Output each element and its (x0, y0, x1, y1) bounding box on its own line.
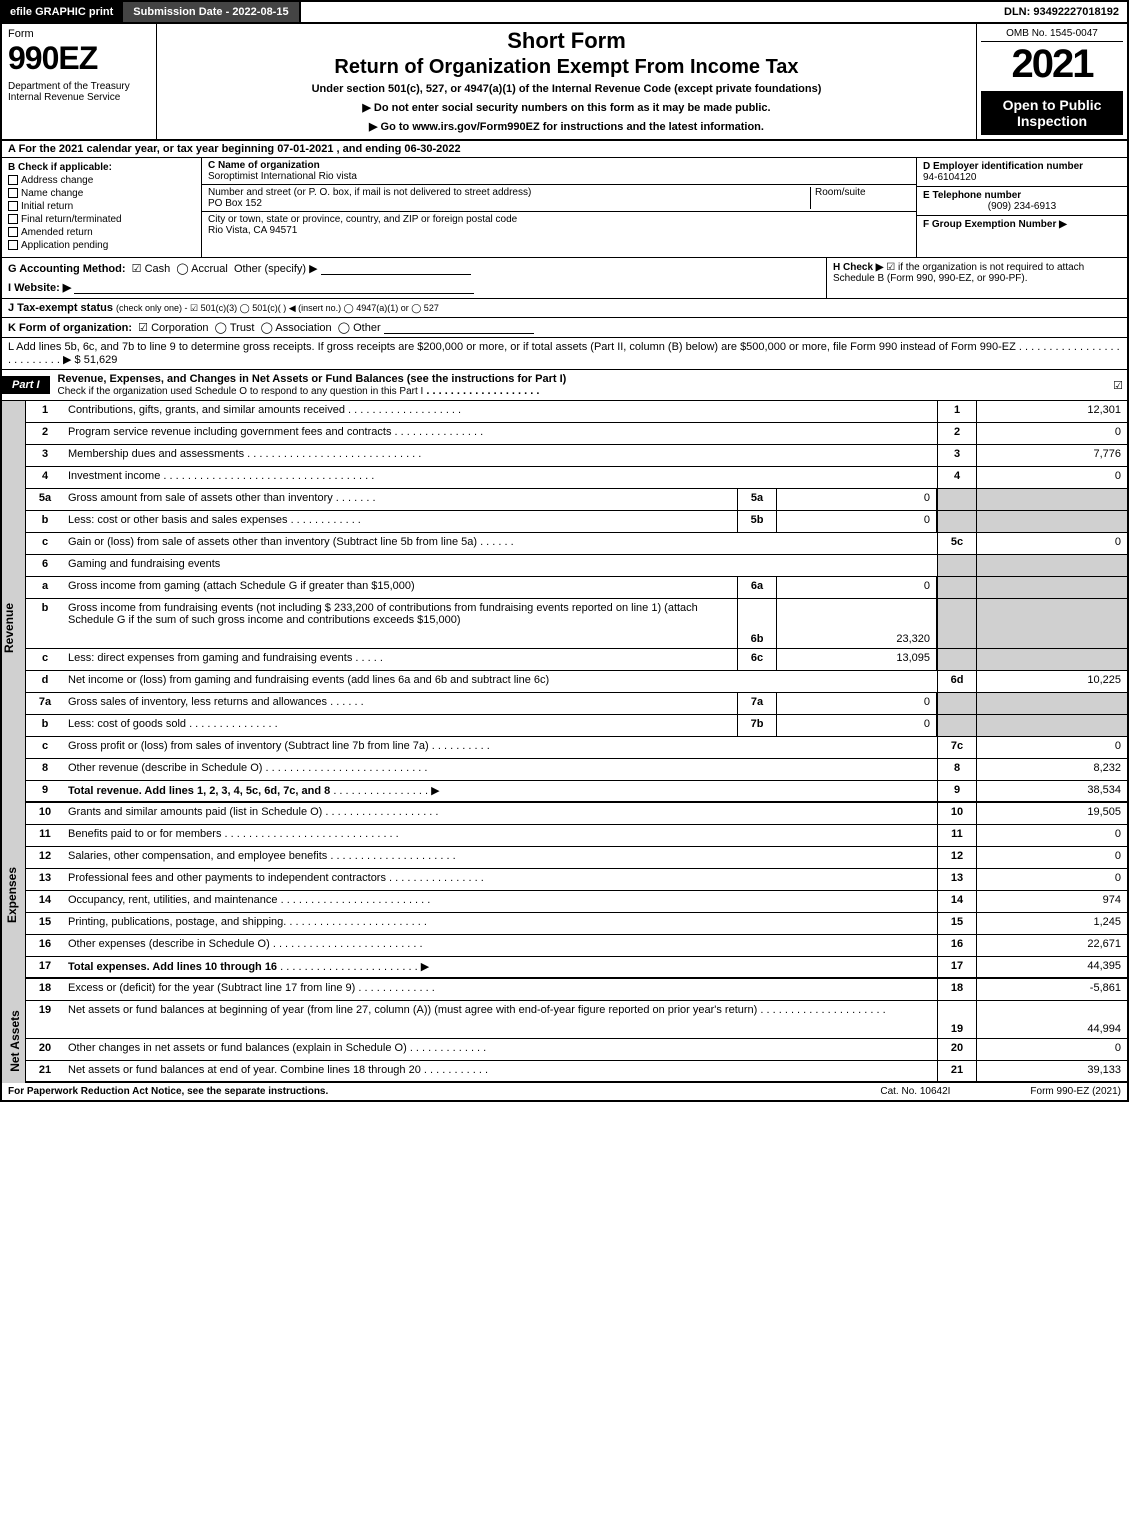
dept-label: Department of the TreasuryInternal Reven… (8, 81, 150, 103)
org-name: Soroptimist International Rio vista (208, 171, 910, 182)
form-label: Form (8, 28, 150, 40)
under-section: Under section 501(c), 527, or 4947(a)(1)… (165, 83, 968, 95)
open-public-inspection: Open to Public Inspection (981, 91, 1123, 135)
line-7c: c Gross profit or (loss) from sales of i… (26, 737, 1127, 759)
street-label: Number and street (or P. O. box, if mail… (208, 187, 810, 198)
section-b: B Check if applicable: Address change Na… (2, 158, 202, 257)
top-bar: efile GRAPHIC print Submission Date - 20… (0, 0, 1129, 24)
check-name-change[interactable]: Name change (8, 188, 195, 199)
return-title: Return of Organization Exempt From Incom… (165, 56, 968, 79)
section-l: L Add lines 5b, 6c, and 7b to line 9 to … (0, 338, 1129, 370)
ein-label: D Employer identification number (923, 161, 1121, 172)
line-6c: c Less: direct expenses from gaming and … (26, 649, 1127, 671)
section-def: D Employer identification number 94-6104… (917, 158, 1127, 257)
section-j: J Tax-exempt status (check only one) - ☑… (0, 299, 1129, 318)
section-gi: G Accounting Method: ☑ Cash ◯ Accrual Ot… (2, 258, 827, 298)
line-10: 10 Grants and similar amounts paid (list… (26, 803, 1127, 825)
line-6d: d Net income or (loss) from gaming and f… (26, 671, 1127, 693)
section-h: H Check ▶ ☑ if the organization is not r… (827, 258, 1127, 298)
website-label: I Website: ▶ (8, 282, 71, 294)
room-suite-label: Room/suite (810, 187, 910, 209)
header-right: OMB No. 1545-0047 2021 Open to Public In… (977, 24, 1127, 139)
line-11: 11 Benefits paid to or for members . . .… (26, 825, 1127, 847)
part1-tab: Part I (2, 376, 50, 394)
line-7b: b Less: cost of goods sold . . . . . . .… (26, 715, 1127, 737)
line-8: 8 Other revenue (describe in Schedule O)… (26, 759, 1127, 781)
line-6b: b Gross income from fundraising events (… (26, 599, 1127, 649)
line-6a: a Gross income from gaming (attach Sched… (26, 577, 1127, 599)
expenses-side-tab: Expenses (2, 803, 26, 979)
revenue-section: Revenue 1 Contributions, gifts, grants, … (0, 401, 1129, 803)
line-7a: 7a Gross sales of inventory, less return… (26, 693, 1127, 715)
footer-catalog: Cat. No. 10642I (880, 1086, 950, 1097)
row-ghi: G Accounting Method: ☑ Cash ◯ Accrual Ot… (0, 258, 1129, 299)
expenses-section: Expenses 10 Grants and similar amounts p… (0, 803, 1129, 979)
line-15: 15 Printing, publications, postage, and … (26, 913, 1127, 935)
line-5b: b Less: cost or other basis and sales ex… (26, 511, 1127, 533)
no-ssn-note: ▶ Do not enter social security numbers o… (165, 101, 968, 114)
line-1: 1 Contributions, gifts, grants, and simi… (26, 401, 1127, 423)
netassets-side-tab: Net Assets (2, 979, 26, 1083)
ein-value: 94-6104120 (923, 172, 1121, 183)
group-exemption-label: F Group Exemption Number ▶ (923, 219, 1121, 230)
check-initial-return[interactable]: Initial return (8, 201, 195, 212)
line-4: 4 Investment income . . . . . . . . . . … (26, 467, 1127, 489)
line-5c: c Gain or (loss) from sale of assets oth… (26, 533, 1127, 555)
omb-number: OMB No. 1545-0047 (981, 28, 1123, 42)
efile-print-button[interactable]: efile GRAPHIC print (2, 2, 123, 22)
footer-form-id: Form 990-EZ (2021) (1030, 1086, 1121, 1097)
accounting-method-label: G Accounting Method: (8, 263, 126, 275)
line-5a: 5a Gross amount from sale of assets othe… (26, 489, 1127, 511)
section-k: K Form of organization: ☑ Corporation ◯ … (0, 318, 1129, 338)
city-label: City or town, state or province, country… (208, 214, 910, 225)
phone-label: E Telephone number (923, 190, 1121, 201)
part1-title: Revenue, Expenses, and Changes in Net As… (50, 370, 1114, 400)
phone-value: (909) 234-6913 (923, 201, 1121, 212)
tax-year: 2021 (981, 42, 1123, 87)
line-9: 9 Total revenue. Add lines 1, 2, 3, 4, 5… (26, 781, 1127, 803)
check-final-return[interactable]: Final return/terminated (8, 214, 195, 225)
check-address-change[interactable]: Address change (8, 175, 195, 186)
line-14: 14 Occupancy, rent, utilities, and maint… (26, 891, 1127, 913)
section-c: C Name of organization Soroptimist Inter… (202, 158, 917, 257)
line-13: 13 Professional fees and other payments … (26, 869, 1127, 891)
line-20: 20 Other changes in net assets or fund b… (26, 1039, 1127, 1061)
city-value: Rio Vista, CA 94571 (208, 225, 910, 236)
check-application-pending[interactable]: Application pending (8, 240, 195, 251)
dln: DLN: 93492227018192 (996, 2, 1127, 22)
revenue-side-tab: Revenue (2, 401, 26, 803)
part1-header: Part I Revenue, Expenses, and Changes in… (0, 370, 1129, 401)
section-b-label: B Check if applicable: (8, 162, 195, 173)
form-number: 990EZ (8, 40, 150, 77)
header-center: Short Form Return of Organization Exempt… (157, 24, 977, 139)
org-name-label: C Name of organization (208, 160, 910, 171)
line-2: 2 Program service revenue including gove… (26, 423, 1127, 445)
line-16: 16 Other expenses (describe in Schedule … (26, 935, 1127, 957)
header-left: Form 990EZ Department of the TreasuryInt… (2, 24, 157, 139)
part1-checkbox[interactable]: ☑ (1113, 379, 1127, 392)
line-12: 12 Salaries, other compensation, and emp… (26, 847, 1127, 869)
submission-date: Submission Date - 2022-08-15 (123, 2, 300, 22)
form-header: Form 990EZ Department of the TreasuryInt… (0, 24, 1129, 141)
line-21: 21 Net assets or fund balances at end of… (26, 1061, 1127, 1083)
short-form-title: Short Form (165, 28, 968, 54)
row-bcdef: B Check if applicable: Address change Na… (0, 158, 1129, 258)
goto-link[interactable]: ▶ Go to www.irs.gov/Form990EZ for instru… (165, 120, 968, 133)
street-value: PO Box 152 (208, 198, 810, 209)
line-18: 18 Excess or (deficit) for the year (Sub… (26, 979, 1127, 1001)
footer-notice: For Paperwork Reduction Act Notice, see … (8, 1086, 328, 1097)
line-19: 19 Net assets or fund balances at beginn… (26, 1001, 1127, 1039)
footer: For Paperwork Reduction Act Notice, see … (0, 1083, 1129, 1102)
netassets-section: Net Assets 18 Excess or (deficit) for th… (0, 979, 1129, 1083)
check-amended-return[interactable]: Amended return (8, 227, 195, 238)
line-6: 6 Gaming and fundraising events (26, 555, 1127, 577)
line-3: 3 Membership dues and assessments . . . … (26, 445, 1127, 467)
line-17: 17 Total expenses. Add lines 10 through … (26, 957, 1127, 979)
section-a: A For the 2021 calendar year, or tax yea… (0, 141, 1129, 158)
